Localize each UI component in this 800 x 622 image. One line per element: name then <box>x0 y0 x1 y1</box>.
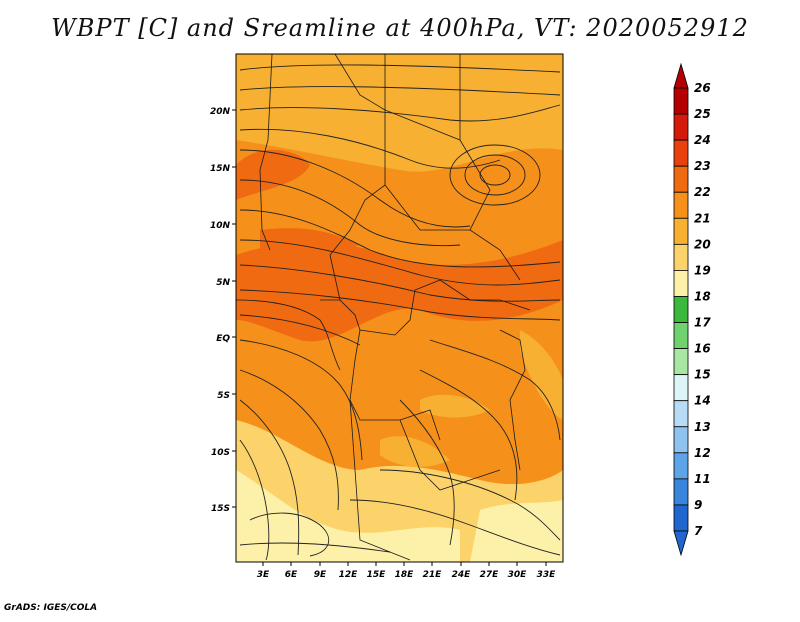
colorbar-swatch <box>673 504 689 532</box>
colorbar-label: 19 <box>694 263 711 277</box>
lon-label: 18E <box>395 570 415 580</box>
longitude-axis: 3E 6E 9E 12E 15E 18E 21E 24E 27E 30E 33E <box>257 570 556 580</box>
colorbar-label: 20 <box>694 237 711 251</box>
latitude-axis: 20N 15N 10N 5N EQ 5S 10S 15S <box>210 107 231 514</box>
colorbar-label: 21 <box>694 211 711 225</box>
colorbar-swatch <box>673 400 689 428</box>
colorbar-label: 17 <box>694 316 711 330</box>
lon-label: 3E <box>257 570 270 580</box>
colorbar-swatch <box>673 478 689 506</box>
colorbar-swatch <box>673 191 689 219</box>
colorbar-swatch <box>673 270 689 297</box>
lon-label: 15E <box>367 570 387 580</box>
streamlines <box>239 64 561 561</box>
colorbar-swatch <box>673 348 689 376</box>
colorbar-swatch <box>673 296 689 323</box>
colorbar-label: 9 <box>694 498 702 512</box>
colorbar-label: 16 <box>694 342 711 356</box>
colorbar-label: 13 <box>694 420 711 434</box>
colorbar-swatch <box>673 374 689 402</box>
lon-label: 24E <box>452 570 472 580</box>
colorbar-arrow-top <box>673 62 689 89</box>
colorbar-swatch <box>673 452 689 480</box>
colorbar-label: 25 <box>694 107 711 121</box>
colorbar-label: 24 <box>694 133 711 147</box>
colorbar-label: 12 <box>694 446 711 460</box>
lat-label: 20N <box>210 107 231 117</box>
lat-label: EQ <box>216 334 230 344</box>
country-borders <box>236 54 531 561</box>
latitude-ticks <box>232 109 236 508</box>
lat-label: 15N <box>210 164 231 174</box>
lon-label: 33E <box>537 570 557 580</box>
colorbar-swatch <box>673 426 689 454</box>
colorbar-label: 7 <box>694 524 703 538</box>
lon-label: 21E <box>423 570 443 580</box>
colorbar-swatch <box>673 322 689 349</box>
lon-label: 9E <box>314 570 327 580</box>
lon-label: 6E <box>285 570 298 580</box>
lon-label: 27E <box>480 570 500 580</box>
colorbar-label: 18 <box>694 289 711 303</box>
longitude-ticks <box>262 562 547 566</box>
colorbar-label: 14 <box>694 394 711 408</box>
colorbar-label: 26 <box>694 81 711 95</box>
lat-label: 15S <box>211 504 230 514</box>
wbpt-field <box>236 54 563 562</box>
lat-label: 5S <box>217 391 230 401</box>
colorbar: 26 25 24 23 22 21 20 19 18 17 16 15 14 13 12 11 9 7 <box>673 62 711 557</box>
lat-label: 5N <box>216 278 230 288</box>
lon-label: 12E <box>339 570 359 580</box>
credit-label: GrADS: IGES/COLA <box>4 603 98 613</box>
colorbar-label: 23 <box>694 159 711 173</box>
colorbar-swatch <box>673 113 689 141</box>
colorbar-swatch <box>673 87 689 115</box>
colorbar-swatch <box>673 139 689 167</box>
map-title: WBPT [C] and Sreamline at 400hPa, VT: 20… <box>51 14 749 42</box>
colorbar-swatch <box>673 243 689 271</box>
colorbar-label: 22 <box>694 185 711 199</box>
colorbar-label: 15 <box>694 368 711 382</box>
colorbar-arrow-bottom <box>673 530 689 557</box>
colorbar-label: 11 <box>694 472 711 486</box>
colorbar-swatch <box>673 165 689 193</box>
lat-label: 10S <box>211 448 230 458</box>
map-frame <box>235 53 564 563</box>
colorbar-swatch <box>673 217 689 245</box>
lon-label: 30E <box>508 570 528 580</box>
lat-label: 10N <box>210 221 231 231</box>
